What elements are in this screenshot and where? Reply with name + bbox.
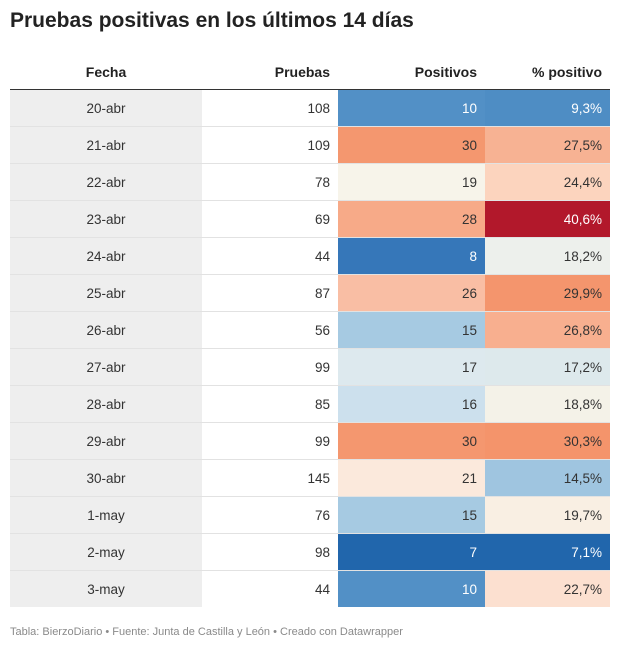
cell-pruebas: 108 <box>307 100 330 116</box>
table-row: 1-may 76 15 19,7% <box>10 496 610 534</box>
cell-pruebas: 44 <box>202 237 338 275</box>
cell-pct-positivo: 26,8% <box>485 311 610 349</box>
cell-pct-positivo: 7,1% <box>485 533 610 571</box>
table-row: 23-abr 69 28 40,6% <box>10 200 610 238</box>
cell-positivos: 10 <box>338 570 485 607</box>
column-header-pct-positivo[interactable]: % positivo <box>531 63 602 80</box>
table-header: Fecha Pruebas Positivos % positivo <box>10 54 610 90</box>
column-header-positivos[interactable]: Positivos <box>414 63 477 80</box>
cell-pruebas: 109 <box>202 126 338 164</box>
column-header-pruebas[interactable]: Pruebas <box>274 63 330 80</box>
table-row: 26-abr 56 15 26,8% <box>10 311 610 349</box>
cell-pruebas: 98 <box>202 533 338 571</box>
cell-pct-positivo: 18,8% <box>485 385 610 423</box>
cell-pruebas: 56 <box>202 311 338 349</box>
cell-positivos: 17 <box>338 348 485 386</box>
table-row: 21-abr 109 30 27,5% <box>10 126 610 164</box>
cell-fecha: 23-abr <box>10 200 202 238</box>
cell-fecha: 28-abr <box>10 385 202 423</box>
table-row: 3-may 44 10 22,7% <box>10 570 610 607</box>
table-row: 20-abr 108 10 9,3% <box>10 89 610 127</box>
cell-positivos: 10 <box>338 89 485 127</box>
cell-pct-positivo: 14,5% <box>485 459 610 497</box>
cell-fecha: 27-abr <box>10 348 202 386</box>
cell-positivos: 8 <box>338 237 485 275</box>
header-row: Fecha Pruebas Positivos % positivo <box>10 54 610 90</box>
cell-positivos: 28 <box>338 200 485 238</box>
cell-positivos: 19 <box>338 163 485 201</box>
cell-positivos: 30 <box>338 126 485 164</box>
table-row: 2-may 98 7 7,1% <box>10 533 610 571</box>
cell-fecha: 29-abr <box>10 422 202 460</box>
cell-positivos: 15 <box>338 311 485 349</box>
cell-positivos: 7 <box>338 533 485 571</box>
cell-fecha: 25-abr <box>10 274 202 312</box>
cell-pct-positivo: 27,5% <box>485 126 610 164</box>
cell-fecha: 24-abr <box>10 237 202 275</box>
cell-pruebas: 76 <box>202 496 338 534</box>
cell-fecha: 21-abr <box>10 126 202 164</box>
cell-pruebas: 78 <box>202 163 338 201</box>
cell-fecha: 2-may <box>10 533 202 571</box>
footer-credits: Tabla: BierzoDiario • Fuente: Junta de C… <box>10 626 403 638</box>
table-row: 24-abr 44 8 18,2% <box>10 237 610 275</box>
cell-fecha: 26-abr <box>10 311 202 349</box>
table-row: 25-abr 87 26 29,9% <box>10 274 610 312</box>
cell-pruebas: 99 <box>202 348 338 386</box>
table-row: 29-abr 99 30 30,3% <box>10 422 610 460</box>
cell-positivos: 26 <box>338 274 485 312</box>
cell-pruebas: 87 <box>202 274 338 312</box>
chart-title: Pruebas positivas en los últimos 14 días <box>10 9 414 32</box>
cell-pruebas: 69 <box>202 200 338 238</box>
cell-positivos: 30 <box>338 422 485 460</box>
cell-pct-positivo: 9,3% <box>485 89 610 127</box>
cell-positivos: 16 <box>338 385 485 423</box>
cell-fecha: 1-may <box>10 496 202 534</box>
table-row: 27-abr 99 17 17,2% <box>10 348 610 386</box>
table-body: 20-abr 108 10 9,3% 21-abr 109 30 27,5% 22-abr 78 1… <box>10 89 610 607</box>
cell-fecha: 22-abr <box>10 163 202 201</box>
cell-fecha: 30-abr <box>10 459 202 497</box>
table-row: 28-abr 85 16 18,8% <box>10 385 610 423</box>
cell-fecha: 20-abr <box>10 89 202 127</box>
cell-pruebas: 44 <box>202 570 338 607</box>
cell-pct-positivo: 40,6% <box>485 200 610 238</box>
cell-pct-positivo: 18,2% <box>485 237 610 275</box>
cell-pct-positivo: 29,9% <box>485 274 610 312</box>
column-header-fecha[interactable]: Fecha <box>85 63 127 80</box>
cell-pruebas: 145 <box>202 459 338 497</box>
cell-pct-positivo: 24,4% <box>485 163 610 201</box>
table-row: 22-abr 78 19 24,4% <box>10 163 610 201</box>
cell-pruebas: 85 <box>202 385 338 423</box>
data-table: Fecha Pruebas Positivos % positivo 20-ab… <box>10 54 610 607</box>
cell-pct-positivo: 17,2% <box>485 348 610 386</box>
cell-fecha: 3-may <box>10 570 202 607</box>
cell-positivos: 21 <box>338 459 485 497</box>
cell-pct-positivo: 19,7% <box>485 496 610 534</box>
cell-positivos: 15 <box>338 496 485 534</box>
cell-pct-positivo: 30,3% <box>485 422 610 460</box>
cell-pct-positivo: 22,7% <box>485 570 610 607</box>
cell-pruebas: 99 <box>202 422 338 460</box>
table-row: 30-abr 145 21 14,5% <box>10 459 610 497</box>
